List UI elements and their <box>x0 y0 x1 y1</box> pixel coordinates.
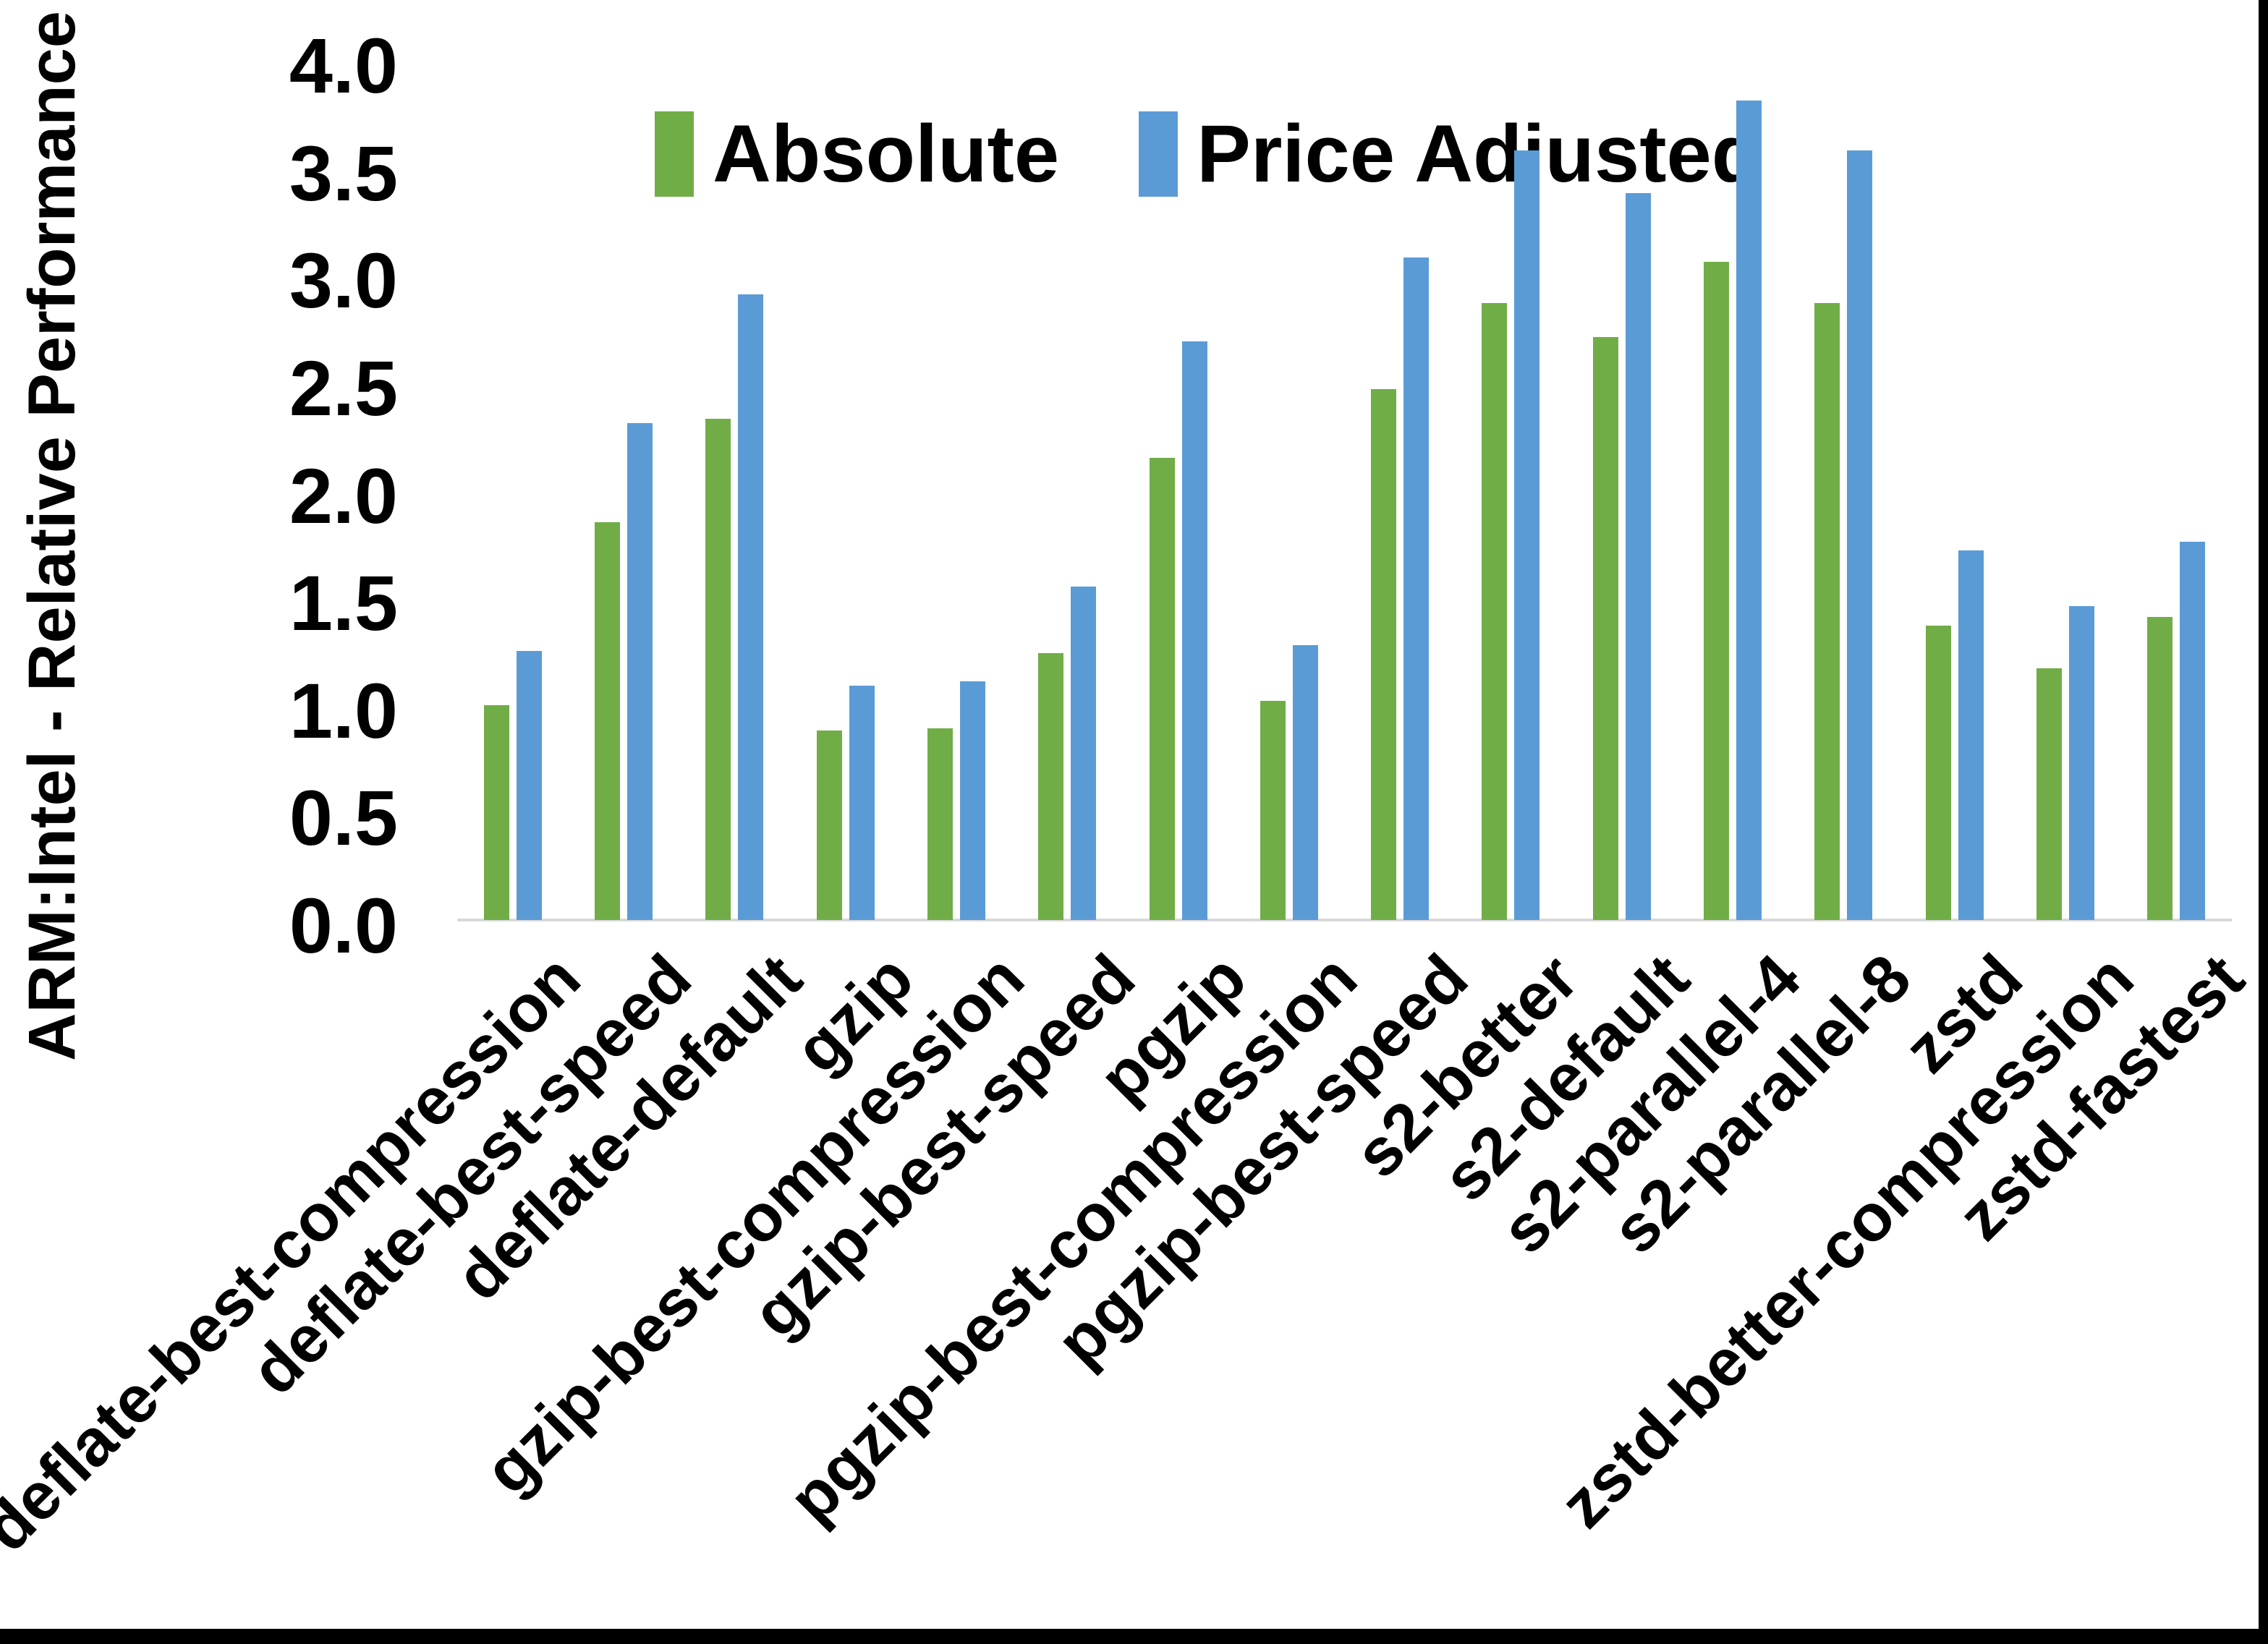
bar-absolute-zstd <box>1926 626 1951 920</box>
plot-area <box>457 60 2232 921</box>
bar-absolute-zstd-better-compression <box>2036 668 2062 920</box>
bar-price-adjusted-deflate-default <box>738 294 763 920</box>
bar-absolute-gzip <box>817 731 842 920</box>
legend-blue-swatch-icon <box>1139 111 1178 197</box>
bar-price-adjusted-pgzip <box>1182 341 1207 920</box>
y-tick-label: 1.0 <box>289 667 398 754</box>
bar-price-adjusted-deflate-best-compression <box>517 651 542 920</box>
right-border <box>2259 0 2268 1644</box>
bar-price-adjusted-pgzip-best-speed <box>1403 257 1429 920</box>
bar-absolute-s2-default <box>1593 337 1618 920</box>
bar-price-adjusted-gzip <box>849 686 875 920</box>
bar-absolute-s2-parallel-4 <box>1704 262 1729 920</box>
bar-absolute-deflate-default <box>705 419 731 920</box>
bar-absolute-gzip-best-compression <box>927 728 953 920</box>
bar-absolute-deflate-best-compression <box>484 705 509 920</box>
bar-absolute-zstd-fastest <box>2147 617 2173 920</box>
y-tick-label: 2.5 <box>289 344 398 432</box>
bar-absolute-pgzip <box>1150 458 1175 920</box>
y-tick-label: 0.0 <box>289 882 398 969</box>
bar-price-adjusted-zstd <box>1958 550 1984 920</box>
bar-price-adjusted-s2-better <box>1514 150 1539 920</box>
bar-price-adjusted-gzip-best-speed <box>1071 587 1096 920</box>
legend: Absolute Price Adjusted <box>655 107 1761 200</box>
y-tick-label: 2.0 <box>289 452 398 540</box>
y-tick-label: 0.5 <box>289 774 398 861</box>
bar-price-adjusted-s2-default <box>1626 193 1651 920</box>
bar-price-adjusted-s2-parallel-4 <box>1736 101 1762 920</box>
y-tick-label: 3.5 <box>289 129 398 217</box>
bar-price-adjusted-pgzip-best-compression <box>1293 645 1318 920</box>
bar-absolute-deflate-best-speed <box>595 522 620 920</box>
y-axis-title: ARM:Intel - Relative Performance <box>15 11 89 1061</box>
bar-absolute-s2-better <box>1482 303 1507 920</box>
bar-price-adjusted-gzip-best-compression <box>960 681 985 920</box>
bottom-border <box>0 1629 2268 1644</box>
bar-absolute-gzip-best-speed <box>1038 653 1063 920</box>
legend-label-absolute: Absolute <box>713 108 1060 199</box>
legend-item-price-adjusted: Price Adjusted <box>1139 107 1761 200</box>
bar-absolute-pgzip-best-compression <box>1260 701 1286 920</box>
bar-price-adjusted-s2-parallel-8 <box>1847 150 1872 920</box>
y-tick-label: 1.5 <box>289 559 398 647</box>
legend-label-price-adjusted: Price Adjusted <box>1197 108 1762 199</box>
legend-item-absolute: Absolute <box>655 107 1059 200</box>
bar-price-adjusted-deflate-best-speed <box>627 423 653 920</box>
legend-green-swatch-icon <box>655 111 694 197</box>
y-tick-label: 3.0 <box>289 237 398 324</box>
y-tick-label: 4.0 <box>289 22 398 109</box>
bar-price-adjusted-zstd-fastest <box>2180 542 2205 920</box>
bar-absolute-s2-parallel-8 <box>1814 303 1840 920</box>
bar-price-adjusted-zstd-better-compression <box>2069 606 2094 920</box>
bar-absolute-pgzip-best-speed <box>1371 389 1396 920</box>
x-axis-line <box>457 919 2232 921</box>
